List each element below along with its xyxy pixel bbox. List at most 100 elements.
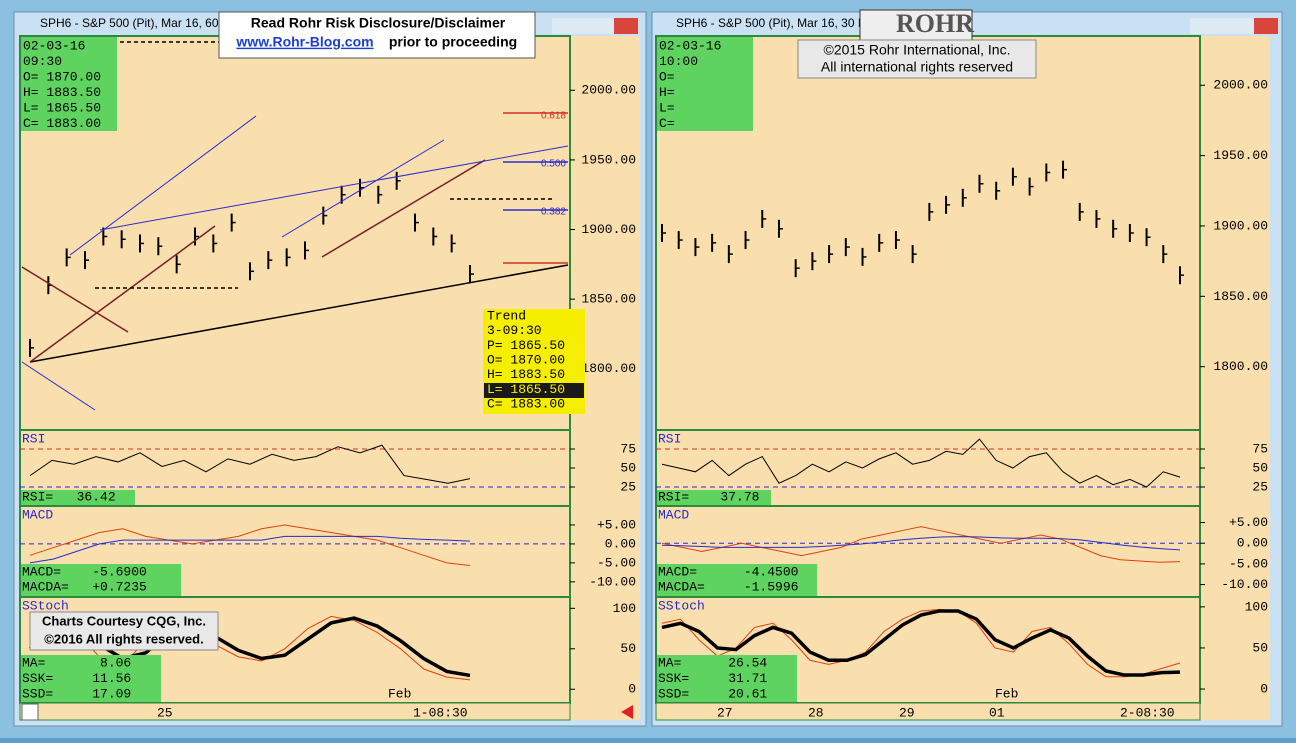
y-tick-label: -5.00: [1229, 556, 1268, 571]
panel-label: RSI: [658, 431, 681, 446]
panel-label: MACD: [658, 507, 689, 522]
readout-box: [657, 655, 797, 702]
date-label: 01: [989, 705, 1005, 720]
info-text: 02-03-16: [23, 38, 85, 53]
info-text: 09:30: [23, 54, 62, 69]
y-tick-label: 25: [620, 479, 636, 494]
readout: RSI= 36.42: [22, 489, 116, 504]
info-text: H=: [659, 85, 675, 100]
macda-line: [661, 536, 1181, 551]
disclaimer-text: prior to proceeding: [389, 34, 517, 50]
trend-text: C= 1883.00: [487, 397, 565, 412]
info-text: 02-03-16: [659, 38, 721, 53]
y-tick-label: +5.00: [1229, 515, 1268, 530]
close-button[interactable]: [1254, 18, 1278, 34]
y-tick-label: -10.00: [1221, 577, 1268, 592]
readout: MA= 26.54: [658, 655, 767, 670]
date-axis: [655, 702, 1201, 721]
readout: MACD= -4.4500: [658, 564, 798, 579]
y-tick-label: 0: [1260, 681, 1268, 696]
y-tick-label: 1900.00: [1213, 218, 1268, 233]
macd-line: [661, 526, 1181, 563]
y-tick-label: 1950.00: [581, 152, 636, 167]
macd-line: [29, 524, 471, 566]
checkbox[interactable]: [21, 703, 39, 721]
courtesy: Charts Courtesy CQG, Inc. ©2016 All righ…: [29, 611, 219, 651]
readout-box: [21, 655, 161, 702]
trend-text: 3-09:30: [487, 323, 542, 338]
y-tick-label: 0: [628, 682, 636, 697]
y-tick-label: 25: [1252, 479, 1268, 494]
readout-box: [657, 490, 771, 505]
y-tick-label: 50: [620, 641, 636, 656]
close-button[interactable]: [614, 18, 638, 34]
copyright-text: All international rights reserved: [821, 59, 1013, 75]
trend-highlight: [484, 383, 584, 398]
fib-label: 0.618: [541, 111, 566, 122]
readout: RSI= 37.78: [658, 489, 759, 504]
readout-box: [21, 490, 135, 505]
logo-text: ROHR: [896, 9, 974, 38]
date-label: 28: [808, 705, 824, 720]
info-text: O= 1870.00: [23, 69, 101, 84]
fib-label: 0.500: [541, 159, 566, 170]
panel-label: SStoch: [22, 598, 69, 613]
fib-label: 0.382: [541, 207, 566, 218]
panel-label: RSI: [22, 431, 45, 446]
y-tick-label: 1950.00: [1213, 148, 1268, 163]
ssk-line: [661, 608, 1181, 678]
y-tick-label: 50: [1252, 460, 1268, 475]
trend-text: H= 1883.50: [487, 367, 565, 382]
readout: MACD= -5.6900: [22, 564, 147, 579]
readout-box: [21, 564, 181, 596]
info-text: C= 1883.00: [23, 116, 101, 131]
panel-label: SStoch: [658, 598, 705, 613]
y-tick-label: 1900.00: [581, 222, 636, 237]
date-label: 2-08:30: [1120, 705, 1175, 720]
y-tick-label: 75: [620, 441, 636, 456]
y-tick-label: -10.00: [589, 574, 636, 589]
panel-label: MACD: [22, 507, 53, 522]
rsi-line: [661, 438, 1181, 488]
readout: SSD= 20.61: [658, 686, 767, 701]
trend-text: L= 1865.50: [487, 382, 565, 397]
readout: MACDA= +0.7235: [22, 579, 147, 594]
fib-labels: 0.618 0.500 0.382: [541, 111, 566, 218]
info-text: H= 1883.50: [23, 85, 101, 100]
info-text: L=: [659, 100, 675, 115]
logo: ROHR: [859, 9, 974, 41]
info-text: C=: [659, 116, 675, 131]
date-label: Feb: [388, 686, 411, 701]
copyright-box: [797, 39, 1037, 79]
trend-text: P= 1865.50: [487, 338, 565, 353]
readout: MA= 8.06: [22, 655, 131, 670]
info-text: L= 1865.50: [23, 100, 101, 115]
info-text: O=: [659, 69, 675, 84]
courtesy-box: [29, 611, 219, 651]
date-label: 27: [717, 705, 733, 720]
courtesy-text: Charts Courtesy CQG, Inc.: [42, 613, 206, 628]
readout: SSK= 11.56: [22, 671, 131, 686]
copyright-text: ©2015 Rohr International, Inc.: [824, 42, 1011, 58]
disclaimer-box: [218, 11, 536, 59]
blog-link[interactable]: www.Rohr-Blog.com: [235, 34, 373, 50]
y-tick-label: 2000.00: [581, 83, 636, 98]
courtesy-text: ©2016 All rights reserved.: [44, 631, 203, 646]
y-tick-label: 1850.00: [1213, 289, 1268, 304]
ma-line: [661, 609, 1181, 677]
date-axis: [19, 702, 571, 721]
scroll-arrow[interactable]: [621, 705, 633, 719]
y-tick-label: 75: [1252, 441, 1268, 456]
trend-text: Trend: [487, 308, 526, 323]
trend-lines: [21, 41, 569, 411]
copyright: ©2015 Rohr International, Inc. All inter…: [797, 39, 1037, 79]
y-tick-label: +5.00: [597, 517, 636, 532]
disclaimer-text: Read Rohr Risk Disclosure/Disclaimer: [251, 15, 506, 31]
y-tick-label: 1800.00: [1213, 359, 1268, 374]
y-tick-label: 0.00: [605, 536, 636, 551]
date-label: 1-08:30: [413, 705, 468, 720]
y-tick-label: 100: [613, 601, 636, 616]
readout: SSD= 17.09: [22, 686, 131, 701]
